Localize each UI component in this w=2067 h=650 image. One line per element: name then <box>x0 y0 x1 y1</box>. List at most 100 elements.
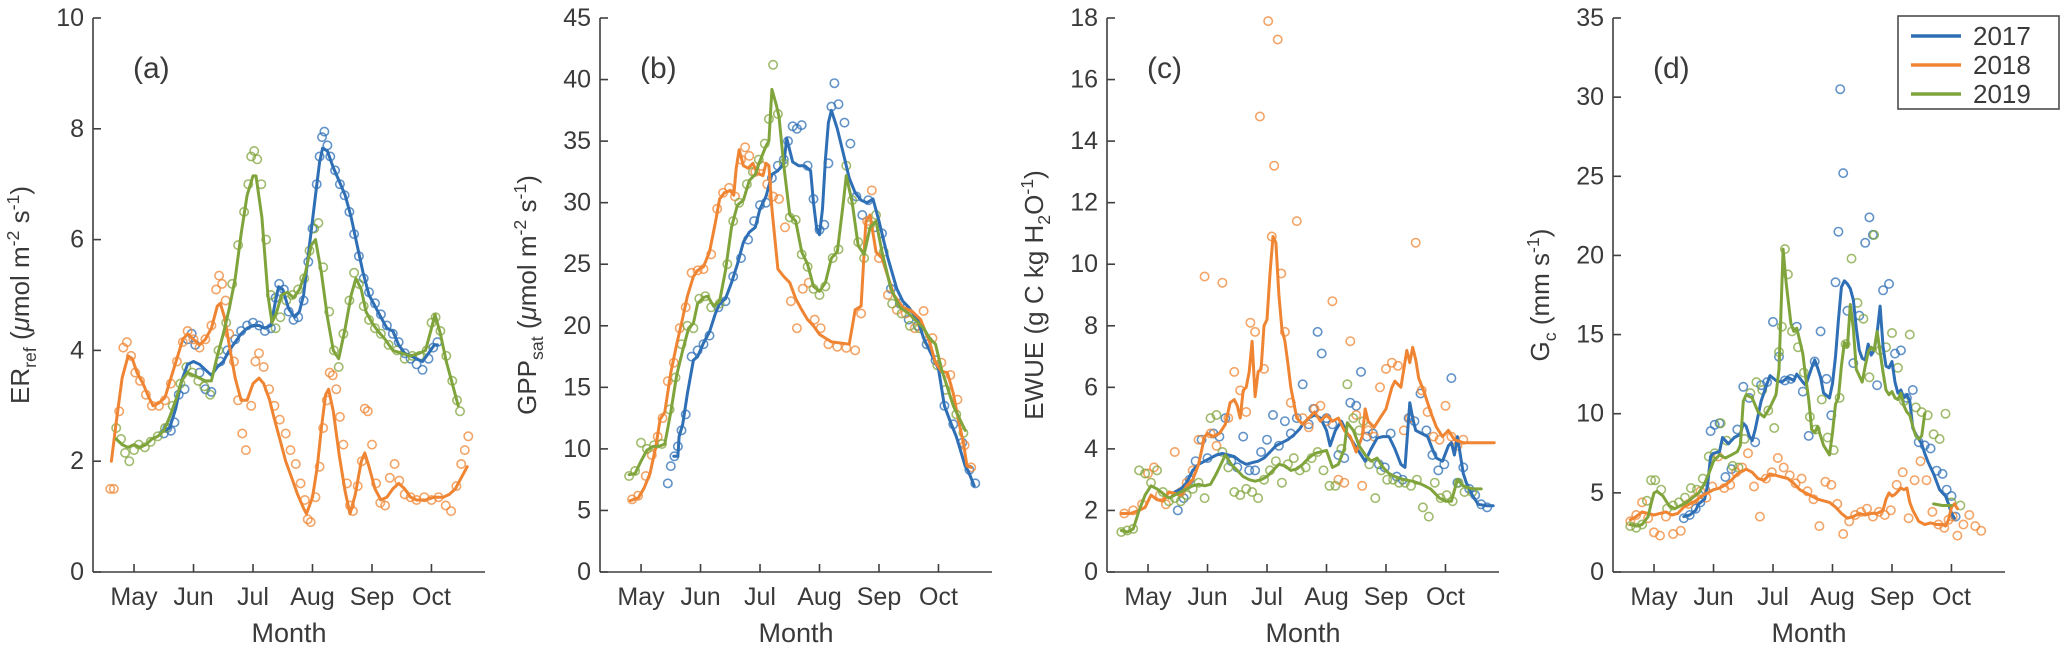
data-point <box>252 154 263 165</box>
y-axis-title: GPPsat (μmol m-2 s-1) <box>510 175 547 415</box>
data-point <box>1772 452 1783 463</box>
y-tick-label: 10 <box>56 4 84 32</box>
data-point <box>1433 465 1444 476</box>
data-point <box>887 298 898 309</box>
data-point <box>324 306 335 317</box>
data-point <box>1410 237 1421 248</box>
data-point <box>1907 384 1918 395</box>
y-tick-label: 8 <box>1084 312 1098 340</box>
data-point <box>1434 434 1445 445</box>
panel-letter: (c) <box>1147 52 1182 85</box>
data-point <box>665 461 676 472</box>
data-point <box>1869 229 1880 240</box>
data-point <box>1904 329 1915 340</box>
x-axis-title: Month <box>1771 618 1846 648</box>
panel-letter: (b) <box>640 52 677 85</box>
data-point <box>1316 348 1327 359</box>
data-point <box>1835 84 1846 95</box>
x-tick-label: Oct <box>919 583 958 611</box>
data-point <box>405 492 416 503</box>
data-point <box>369 323 380 334</box>
legend-entry-2019: 2019 <box>1911 79 2031 109</box>
y-tick-label: 15 <box>1576 321 1604 349</box>
data-point <box>1140 468 1151 479</box>
data-point <box>214 270 225 281</box>
data-point <box>1356 366 1367 377</box>
data-point <box>1860 237 1871 248</box>
data-point <box>302 514 313 525</box>
y-tick-label: 0 <box>70 558 84 586</box>
data-point <box>1291 216 1302 227</box>
data-point <box>1940 408 1951 419</box>
data-point <box>440 500 451 511</box>
data-point <box>1268 409 1279 420</box>
data-point <box>1324 480 1335 491</box>
data-point <box>1348 413 1359 424</box>
y-tick-label: 4 <box>1084 435 1098 463</box>
line-2019 <box>1628 247 1927 528</box>
data-point <box>850 345 861 356</box>
data-point <box>1429 477 1440 488</box>
panel-a: 0 2 4 6 8 10 May Jun Jul Aug Sep Oct Month ERref (μmo… <box>3 4 485 648</box>
data-point <box>1357 480 1368 491</box>
data-point <box>261 234 272 245</box>
data-point <box>1199 271 1210 282</box>
data-point <box>1217 446 1228 457</box>
data-point <box>1175 496 1186 507</box>
data-point <box>1754 511 1765 522</box>
data-point <box>1821 373 1832 384</box>
data-point <box>1235 490 1246 501</box>
data-point <box>331 384 342 395</box>
data-point <box>1288 453 1299 464</box>
data-point <box>1887 327 1898 338</box>
data-point <box>1428 431 1439 442</box>
data-point <box>1646 475 1657 486</box>
x-tick-label: Aug <box>1810 583 1854 611</box>
data-point <box>1838 168 1849 179</box>
data-point <box>1952 530 1963 541</box>
data-point <box>456 458 467 469</box>
data-point <box>290 458 301 469</box>
y-tick-label: 14 <box>1070 127 1098 155</box>
data-point <box>1211 409 1222 420</box>
y-tick-label: 20 <box>563 312 591 340</box>
data-point <box>809 314 820 325</box>
y-tick-label: 35 <box>1576 4 1604 32</box>
data-point <box>1750 437 1761 448</box>
data-point <box>866 185 877 196</box>
data-point <box>1879 509 1890 520</box>
data-point <box>249 146 260 157</box>
data-point <box>384 472 395 483</box>
data-point <box>1333 474 1344 485</box>
x-tick-label: Jun <box>1693 583 1733 611</box>
x-tick-label: Jun <box>680 583 720 611</box>
data-point <box>362 406 373 417</box>
data-point <box>1276 477 1287 488</box>
data-point <box>1345 336 1356 347</box>
data-point <box>1815 326 1826 337</box>
line-2019 <box>627 87 967 477</box>
data-point <box>1941 484 1952 495</box>
x-tick-label: May <box>110 583 158 611</box>
x-tick-label: Jul <box>744 583 776 611</box>
x-tick-label: Aug <box>290 583 334 611</box>
data-point <box>1440 400 1451 411</box>
data-point <box>1345 397 1356 408</box>
x-tick-label: Jul <box>1757 583 1789 611</box>
data-point <box>1152 465 1163 476</box>
data-point <box>359 403 370 414</box>
data-point <box>1769 422 1780 433</box>
data-point <box>1381 363 1392 374</box>
y-tick-label: 18 <box>1070 4 1098 32</box>
data-point <box>463 431 474 442</box>
line-2017 <box>672 108 976 488</box>
data-point <box>1840 339 1851 350</box>
data-point <box>145 436 156 447</box>
data-point <box>1392 360 1403 371</box>
data-point <box>1743 448 1754 459</box>
data-point <box>1382 474 1393 485</box>
data-point <box>1262 434 1273 445</box>
data-point <box>366 439 377 450</box>
data-point <box>1254 111 1265 122</box>
data-point <box>845 138 856 149</box>
